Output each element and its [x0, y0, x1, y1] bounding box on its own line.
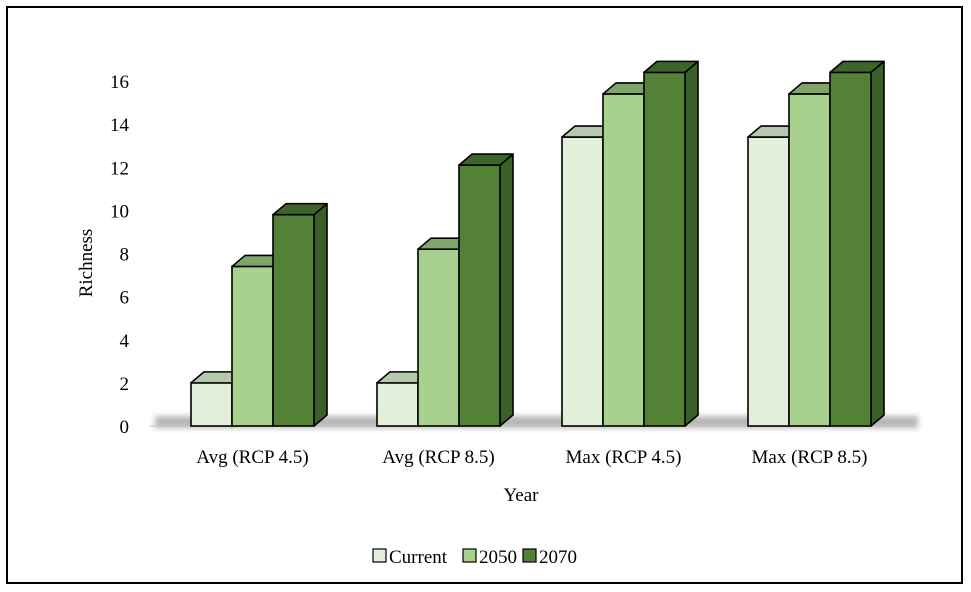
bar-front-face	[747, 136, 790, 427]
bar-side-face	[499, 153, 514, 427]
bar-top-face	[829, 60, 885, 74]
bar-side-face	[870, 60, 885, 427]
legend-label: 2070	[539, 547, 577, 568]
bar-front-face	[788, 93, 831, 427]
y-axis-title: Richness	[76, 229, 97, 298]
bar-front-face	[829, 71, 872, 427]
y-tick-label: 10	[110, 201, 129, 222]
bar-front-face	[643, 71, 686, 427]
bar	[829, 60, 885, 427]
chart-floor-shadow	[155, 416, 918, 428]
bar-front-face	[561, 136, 604, 427]
x-axis-tick-labels: Avg (RCP 4.5) Avg (RCP 8.5) Max (RCP 4.5) M…	[196, 447, 867, 468]
bar-top-face	[272, 202, 328, 216]
floor-shadow	[155, 416, 918, 428]
x-tick-label: Avg (RCP 4.5)	[196, 447, 308, 468]
bar-front-face	[376, 382, 419, 427]
bar-front-face	[190, 382, 233, 427]
y-tick-label: 14	[110, 115, 130, 136]
y-tick-label: 16	[110, 72, 129, 93]
legend-item: 2050	[462, 547, 517, 568]
legend-swatch	[462, 548, 477, 563]
y-tick-label: 4	[120, 331, 130, 352]
bar-series	[190, 60, 885, 427]
x-tick-label: Max (RCP 4.5)	[566, 447, 682, 468]
bar-top-face	[643, 60, 699, 74]
bar	[458, 153, 514, 427]
chart-frame: 0 2 4 6 8 10 12 14 16 Avg (RCP 4.5) Avg (RCP 8.5)…	[6, 6, 963, 584]
legend-swatch	[372, 548, 387, 563]
x-tick-label: Max (RCP 8.5)	[752, 447, 868, 468]
y-tick-label: 12	[110, 158, 129, 179]
bar-top-face	[458, 153, 514, 166]
bar-front-face	[417, 248, 460, 427]
y-tick-label: 6	[120, 288, 130, 309]
bar-front-face	[458, 164, 501, 427]
bar-front-face	[231, 265, 274, 427]
legend-swatch	[522, 548, 537, 563]
legend-label: 2050	[479, 547, 517, 568]
bar	[643, 60, 699, 427]
legend-item: Current	[372, 547, 448, 568]
y-tick-label: 2	[120, 374, 130, 395]
bar-side-face	[684, 60, 699, 427]
x-axis-title: Year	[503, 485, 539, 506]
y-tick-label: 0	[120, 417, 130, 438]
bar	[272, 202, 328, 427]
chart-legend: Current 2050 2070	[372, 547, 577, 568]
y-axis-tick-labels: 0 2 4 6 8 10 12 14 16	[110, 72, 130, 438]
x-tick-label: Avg (RCP 8.5)	[382, 447, 494, 468]
bar-front-face	[602, 93, 645, 427]
legend-label: Current	[389, 547, 448, 568]
y-tick-label: 8	[120, 245, 130, 266]
richness-bar-chart: 0 2 4 6 8 10 12 14 16 Avg (RCP 4.5) Avg (RCP 8.5)…	[76, 60, 918, 568]
bar-front-face	[272, 213, 315, 427]
bar-side-face	[313, 202, 328, 427]
legend-item: 2070	[522, 547, 577, 568]
